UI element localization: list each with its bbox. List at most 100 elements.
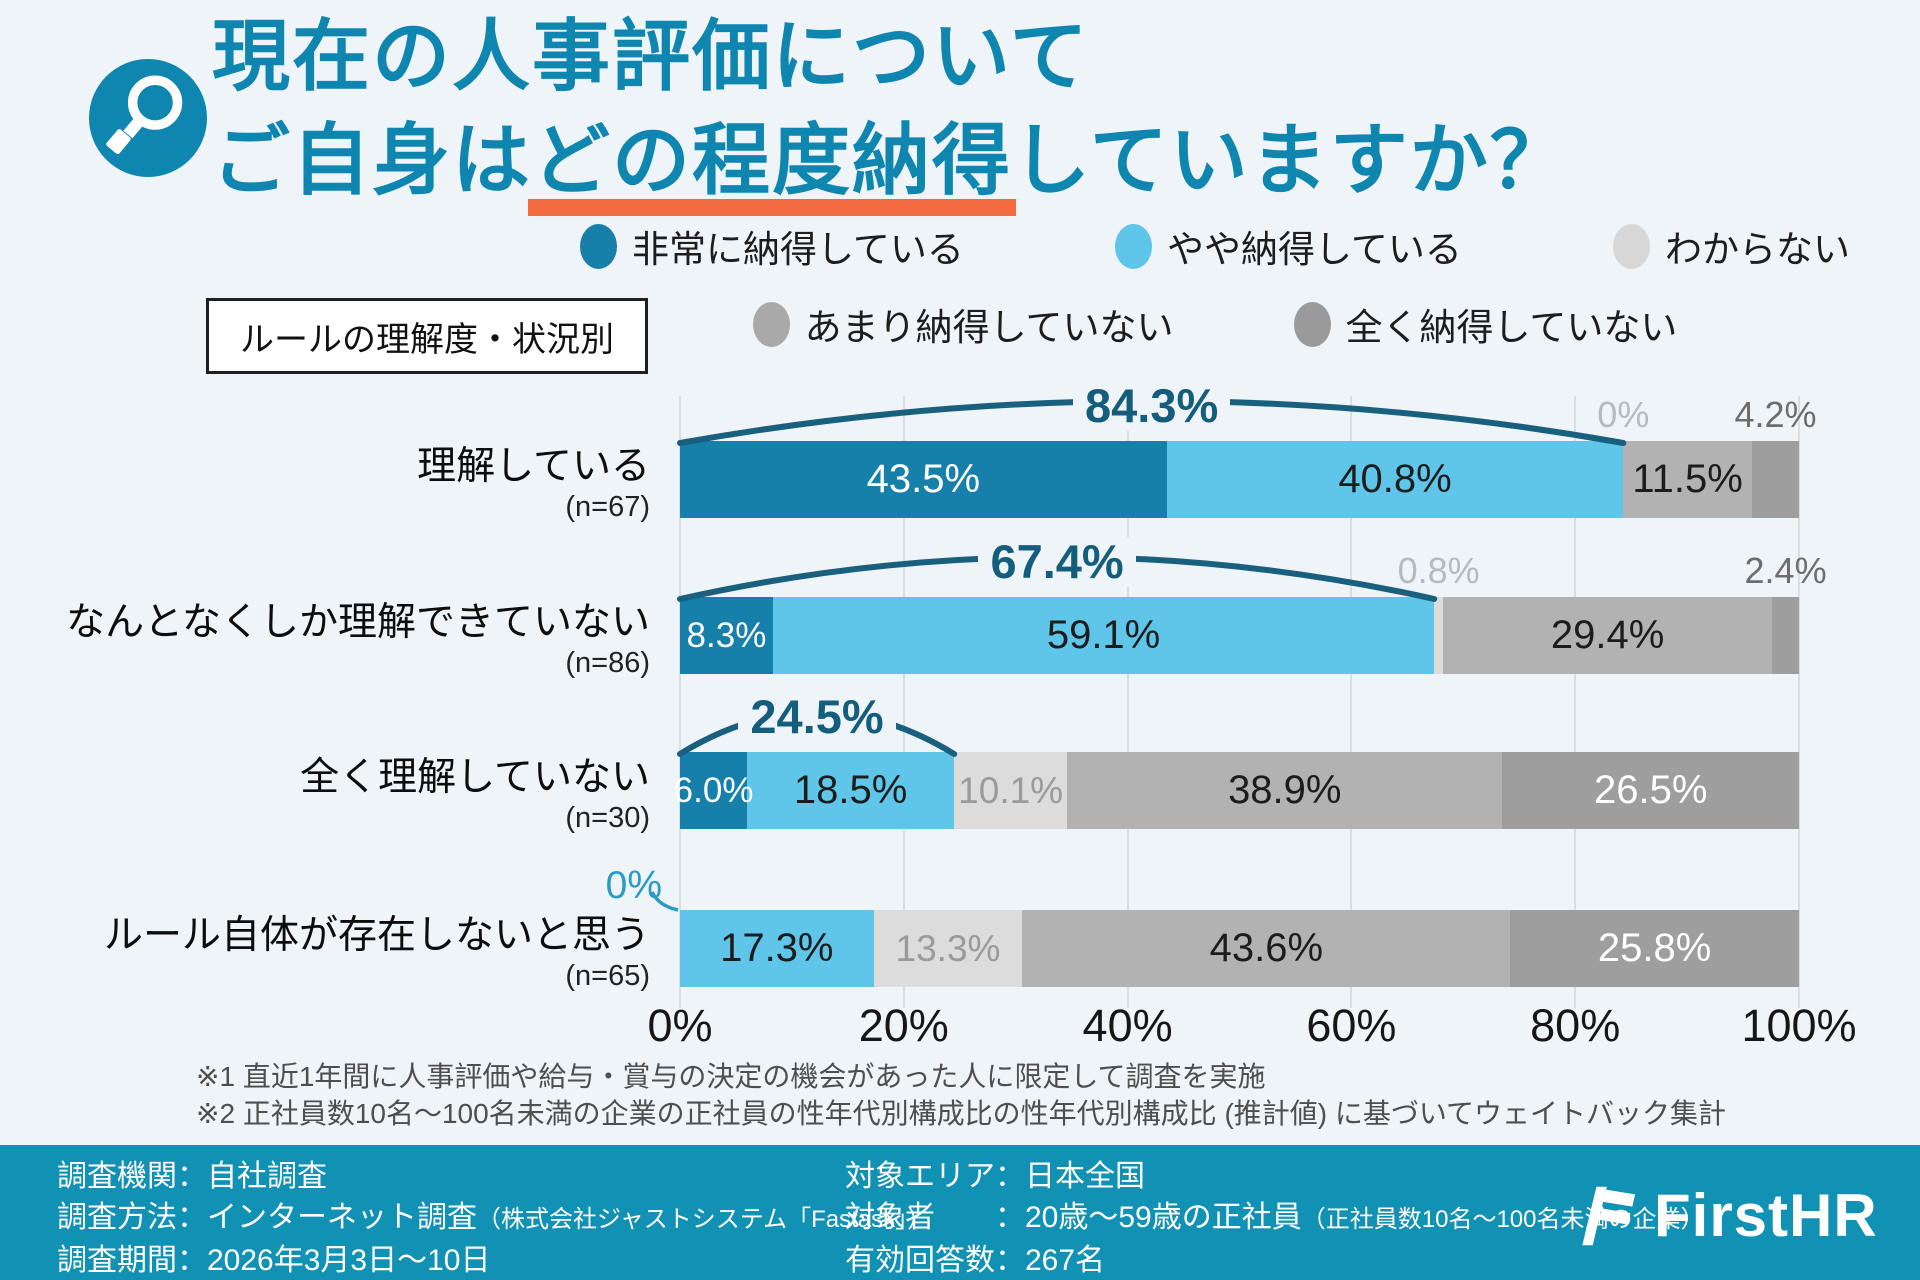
bar-segment: [1434, 597, 1444, 674]
legend-dot-icon: [1613, 223, 1650, 269]
bracket-label: 84.3%: [680, 381, 1623, 431]
bar-segment: 11.5%: [1623, 441, 1752, 518]
bar-segment-label: 40.8%: [1338, 457, 1452, 501]
footer-field: 調査機関：自社調査: [57, 1156, 931, 1197]
bracket-value: 84.3%: [1073, 381, 1231, 431]
flag-icon: [1582, 1186, 1636, 1245]
gridline: [679, 396, 681, 1008]
bar-segment-label: 18.5%: [793, 768, 908, 812]
footer-field-label: 調査方法：: [57, 1201, 207, 1234]
bar-segment: 59.1%: [772, 597, 1435, 674]
footer-field-value: 自社調査: [207, 1160, 327, 1193]
zero-callout-label: 0%: [605, 864, 662, 907]
bar-segment-label: 6.0%: [673, 770, 754, 810]
row-category: 全く理解していない: [300, 756, 650, 799]
bar-segment-label: 59.1%: [1046, 613, 1161, 657]
bar-segment: 43.6%: [1022, 910, 1511, 987]
legend-row: あまり納得していない 全く納得していない: [580, 297, 1850, 351]
bar-segment: 43.5%: [680, 441, 1167, 518]
row-sample-size: (n=30): [565, 802, 650, 834]
footer-field: 有効回答数：267名: [845, 1240, 1705, 1280]
bar-segment: 6.0%: [674, 752, 753, 829]
axis-tick-label: 100%: [1741, 1000, 1857, 1051]
footer-field-value-small: （正社員数10名〜100名未満の企業）: [1301, 1206, 1705, 1233]
footnotes: ※1 直近1年間に人事評価や給与・賞与の決定の機会があった人に限定して調査を実施…: [196, 1058, 1726, 1132]
gridline: [902, 396, 905, 1008]
footer-field-label: 対象エリア：: [845, 1160, 1025, 1193]
legend-item: あまり納得していない: [752, 297, 1174, 351]
gridline: [1126, 396, 1129, 1008]
bar-segment: 10.1%: [954, 752, 1068, 829]
legend-item: やや納得している: [1115, 219, 1462, 273]
footer-field-label: 調査期間：: [57, 1244, 207, 1277]
bar-segment-label: 13.3%: [895, 927, 1001, 969]
zero-callout-connector: [650, 891, 679, 912]
bar-segment-label: 25.8%: [1597, 926, 1712, 970]
footer-survey-info-left: 調査機関：自社調査 調査方法：インターネット調査（株式会社ジャストシステム「Fas…: [57, 1156, 931, 1280]
footer-field-value: 267名: [1025, 1244, 1106, 1277]
footer-field-value: 2026年3月3日〜10日: [207, 1244, 491, 1277]
bar-segment: 17.3%: [680, 910, 874, 987]
bar: 43.5% 40.8% 11.5%: [680, 441, 1799, 518]
bar-segment: 38.9%: [1067, 752, 1503, 829]
title-underline: どの程度納得: [532, 116, 1013, 204]
legend-label: やや納得している: [1167, 229, 1462, 270]
title-line-2: ご自身はどの程度納得していますか？: [212, 116, 1570, 204]
footer-field-label: 調査機関：: [57, 1160, 207, 1193]
axis-tick-label: 80%: [1530, 1000, 1621, 1051]
bracket-label: 67.4%: [680, 537, 1434, 587]
bar-segment: 13.3%: [873, 910, 1023, 987]
logo-text: FirstHR: [1654, 1182, 1878, 1249]
chart-legend: 非常に納得している やや納得している わからないあまり納得していない 全く納得していな…: [580, 219, 1850, 351]
row-category: なんとなくしか理解できていない: [66, 601, 650, 644]
legend-dot-icon: [580, 223, 617, 269]
bracket-label: 24.5%: [680, 692, 954, 742]
legend-dot-icon: [1293, 301, 1331, 347]
legend-item: 非常に納得している: [580, 219, 964, 273]
axis-tick-label: 40%: [1082, 1000, 1173, 1051]
legend-row: 非常に納得している やや納得している わからない: [580, 219, 1850, 273]
gridline: [1350, 396, 1353, 1008]
above-segment-label: 2.4%: [1744, 550, 1827, 591]
footer-field: 調査方法：インターネット調査（株式会社ジャストシステム「Fastask」）: [57, 1197, 931, 1240]
bar-segment: 29.4%: [1443, 597, 1773, 674]
legend-label: わからない: [1665, 229, 1850, 270]
magnifier-icon: [89, 59, 207, 177]
row-sample-size: (n=65): [565, 960, 650, 992]
bar-segment: 25.8%: [1510, 910, 1799, 987]
bracket-value: 24.5%: [738, 692, 896, 742]
bar-segment: 8.3%: [680, 597, 773, 674]
bar-segment-label: 11.5%: [1632, 457, 1743, 501]
footer-field: 対象エリア：日本全国: [845, 1156, 1705, 1197]
axis-tick-label: 20%: [858, 1000, 949, 1051]
footer-field-label: 有効回答数：: [845, 1244, 1025, 1277]
legend-label: あまり納得していない: [804, 307, 1174, 348]
bar-segment: [1772, 597, 1799, 674]
bar-segment: 18.5%: [747, 752, 955, 829]
legend-label: 全く納得していない: [1345, 307, 1678, 348]
bar: 17.3% 13.3% 43.6% 25.8%: [680, 910, 1799, 987]
footer-field-value: 20歳〜59歳の正社員: [1025, 1201, 1302, 1234]
row-label: なんとなくしか理解できていない (n=86): [20, 599, 650, 680]
bar-segment-label: 10.1%: [958, 769, 1064, 811]
axis-tick-label: 0%: [647, 1000, 713, 1051]
bar-segment-label: 43.5%: [866, 457, 981, 501]
footnote-2: ※2 正社員数10名〜100名未満の企業の正社員の性年代別構成比の性年代別構成比…: [196, 1098, 1727, 1129]
legend-item: 全く納得していない: [1293, 297, 1678, 351]
bar-segment-label: 8.3%: [686, 615, 767, 655]
bar-segment-label: 26.5%: [1593, 768, 1708, 812]
footer-field-value-small: （株式会社ジャストシステム「Fastask」）: [477, 1206, 932, 1233]
footer-field-value: 日本全国: [1025, 1160, 1145, 1193]
footer: 調査機関：自社調査 調査方法：インターネット調査（株式会社ジャストシステム「Fas…: [0, 1145, 1920, 1280]
bar-segment-label: 43.6%: [1209, 926, 1324, 970]
above-segment-label: 0.8%: [1397, 550, 1480, 591]
gridline: [1798, 396, 1800, 1008]
title-line-1: 現在の人事評価について: [212, 12, 1090, 100]
legend-dot-icon: [752, 301, 790, 347]
gridline: [1574, 396, 1577, 1008]
legend-item: わからない: [1613, 219, 1850, 273]
bar: 6.0% 18.5% 10.1% 38.9% 26.5%: [674, 752, 1799, 829]
footer-field: 調査期間：2026年3月3日〜10日: [57, 1240, 931, 1280]
row-category: 理解している: [417, 445, 650, 488]
